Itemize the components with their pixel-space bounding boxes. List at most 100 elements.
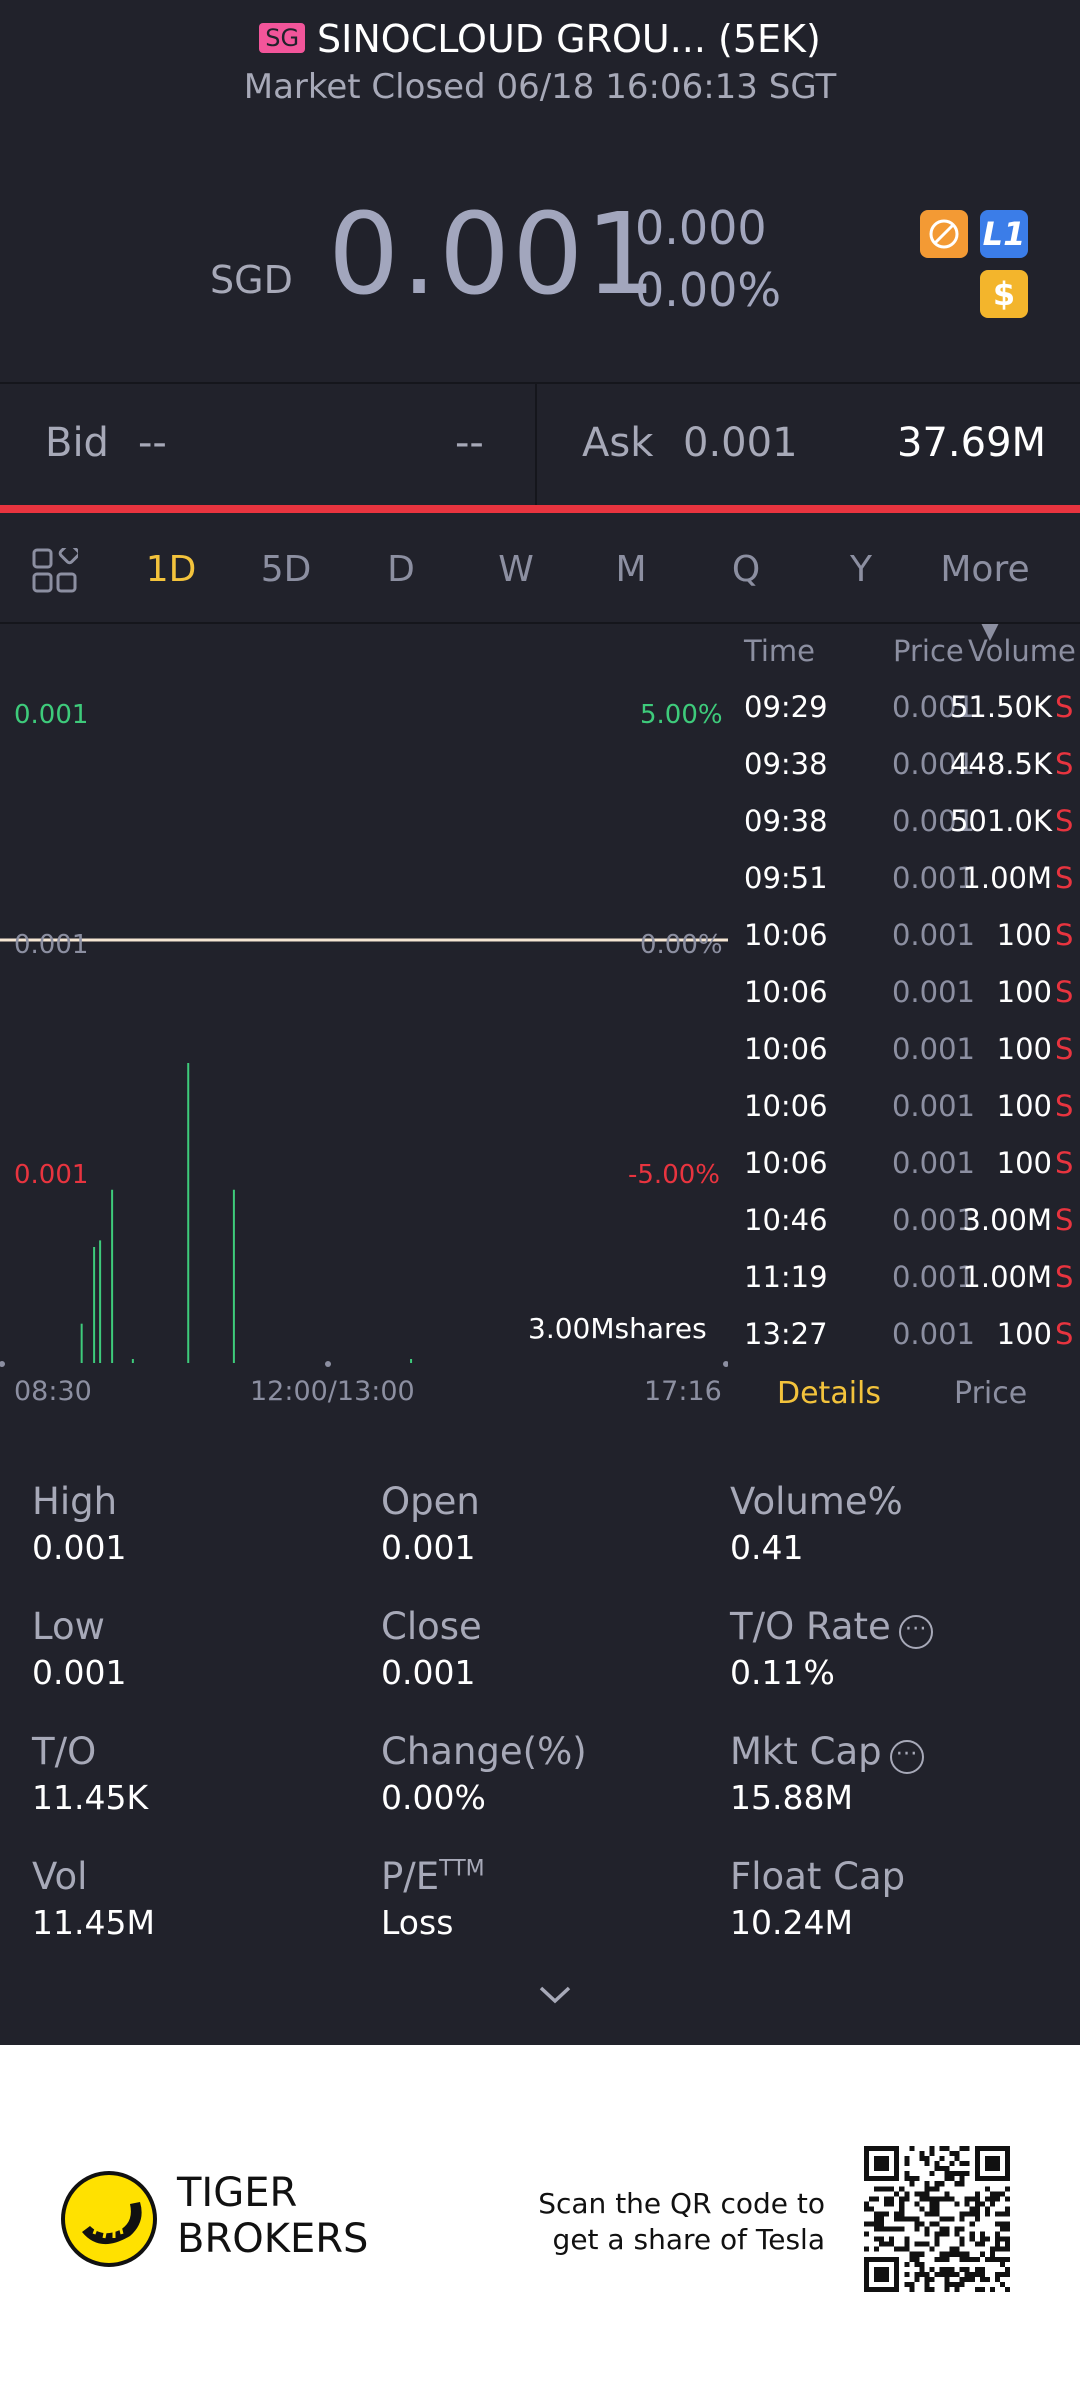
stat-label: T/O	[32, 1730, 96, 1773]
tick-side: S	[1055, 804, 1074, 838]
tick-volume: 3.00M	[962, 1203, 1052, 1237]
tab-month[interactable]: M	[615, 549, 647, 590]
chart-svg	[0, 938, 729, 1367]
more-info-icon[interactable]: ⋯	[889, 1740, 924, 1774]
stat-label: T/O Rate ⋯	[730, 1605, 933, 1649]
tick-time: 10:46	[744, 1203, 828, 1237]
tick-price: 0.001	[891, 1317, 975, 1351]
stat-label-text: Mkt Cap	[730, 1730, 882, 1773]
chart-settings-icon[interactable]	[32, 542, 81, 598]
currency-label: SGD	[210, 258, 293, 302]
tick-volume: 100	[996, 1089, 1052, 1123]
stat-label: Close	[381, 1605, 482, 1648]
stat-label: Low	[32, 1605, 105, 1648]
x-tick: 12:00/13:00	[250, 1376, 415, 1407]
stat-value: 0.001	[32, 1653, 127, 1692]
tab-year[interactable]: Y	[850, 549, 872, 590]
chart-top-pct: 5.00%	[640, 700, 723, 730]
chevron-down-icon[interactable]	[538, 1984, 572, 2010]
chart-mid-pct: 0.00%	[640, 930, 723, 960]
tick-price: 0.001	[891, 1260, 975, 1294]
tick-price: 0.001	[891, 918, 975, 952]
tick-price: 0.001	[891, 975, 975, 1009]
brand-line1: TIGER	[177, 2170, 298, 2216]
tick-time: 09:38	[744, 804, 828, 838]
tick-side: S	[1055, 1203, 1074, 1237]
tick-volume: 100	[996, 1032, 1052, 1066]
dollar-icon[interactable]: $	[980, 270, 1028, 318]
divider	[0, 382, 1080, 384]
tick-price: 0.001	[891, 690, 975, 724]
stat-value: 0.001	[32, 1528, 127, 1567]
tick-volume: 1.00M	[962, 861, 1052, 895]
stock-name: SINOCLOUD GROU... (5EK)	[317, 17, 821, 61]
qr-code	[864, 2146, 1010, 2296]
tiger-logo	[60, 2170, 158, 2272]
level1-badge[interactable]: L1	[980, 210, 1028, 258]
promo-line1: Scan the QR code to	[538, 2187, 825, 2220]
tick-side: S	[1055, 861, 1074, 895]
ttm-superscript: TTM	[439, 1856, 485, 1882]
ticks-header-time: Time	[744, 634, 815, 668]
tab-5d[interactable]: 5D	[260, 549, 312, 590]
tab-price[interactable]: Price	[954, 1376, 1028, 1411]
chart-mid-price: 0.001	[14, 930, 89, 960]
stat-label-text: T/O Rate	[730, 1605, 891, 1648]
intraday-chart[interactable]	[0, 628, 729, 1368]
tick-volume: 100	[996, 1317, 1052, 1351]
bid-label: Bid	[45, 420, 109, 466]
stat-label-text: Float Cap	[730, 1855, 906, 1898]
tab-day[interactable]: D	[387, 549, 415, 590]
tick-volume: 100	[996, 1146, 1052, 1180]
last-price: 0.001	[328, 190, 659, 320]
stat-label: Float Cap	[730, 1855, 905, 1898]
tick-time: 09:38	[744, 747, 828, 781]
tick-side: S	[1055, 1089, 1074, 1123]
stat-value: 10.24M	[730, 1903, 853, 1942]
price-change-percent: 0.00%	[635, 263, 782, 317]
tab-details[interactable]: Details	[777, 1376, 882, 1411]
tick-time: 10:06	[744, 918, 828, 952]
bid-price: --	[138, 420, 167, 466]
tick-side: S	[1055, 690, 1074, 724]
more-info-icon[interactable]: ⋯	[898, 1615, 933, 1649]
tab-1d[interactable]: 1D	[145, 549, 197, 590]
tick-side: S	[1055, 747, 1074, 781]
stat-label-text: Vol	[32, 1855, 88, 1898]
tick-volume: 100	[996, 918, 1052, 952]
stat-label: Vol	[32, 1855, 87, 1898]
divider	[0, 622, 1080, 624]
promo-text: Scan the QR code to get a share of Tesla	[538, 2186, 825, 2258]
tab-week[interactable]: W	[498, 549, 534, 590]
stat-label: High	[32, 1480, 117, 1523]
stat-label-text: High	[32, 1480, 118, 1523]
chart-bottom-pct: -5.00%	[628, 1160, 720, 1190]
tick-price: 0.001	[891, 1146, 975, 1180]
tick-time: 11:19	[744, 1260, 828, 1294]
tick-price: 0.001	[891, 1203, 975, 1237]
stat-value: 0.41	[730, 1528, 804, 1567]
chart-top-price: 0.001	[14, 700, 89, 730]
stat-label: Open	[381, 1480, 480, 1523]
tick-side: S	[1055, 1260, 1074, 1294]
tick-volume: 1.00M	[962, 1260, 1052, 1294]
tab-quarter[interactable]: Q	[731, 549, 761, 590]
tab-more[interactable]: More ▼	[925, 540, 1045, 644]
tick-time: 10:06	[744, 1032, 828, 1066]
main-panel	[0, 0, 1080, 2045]
bid-ask-ratio-bar	[0, 505, 1080, 513]
stat-label-text: P/E	[381, 1855, 440, 1898]
tick-time: 09:29	[744, 690, 828, 724]
tick-side: S	[1055, 1032, 1074, 1066]
stat-value: 0.00%	[381, 1778, 486, 1817]
ticks-header-volume: Volume	[968, 634, 1076, 668]
chart-bottom-price: 0.001	[14, 1160, 89, 1190]
stat-label: Change(%)	[381, 1730, 587, 1773]
stat-label-text: Change(%)	[381, 1730, 587, 1773]
ask-size: 37.69M	[897, 420, 1047, 466]
stock-title[interactable]: SG SINOCLOUD GROU... (5EK)	[0, 14, 1080, 64]
no-short-icon[interactable]	[920, 210, 968, 258]
divider	[535, 384, 537, 505]
stat-value: 15.88M	[730, 1778, 853, 1817]
tick-price: 0.001	[891, 1089, 975, 1123]
